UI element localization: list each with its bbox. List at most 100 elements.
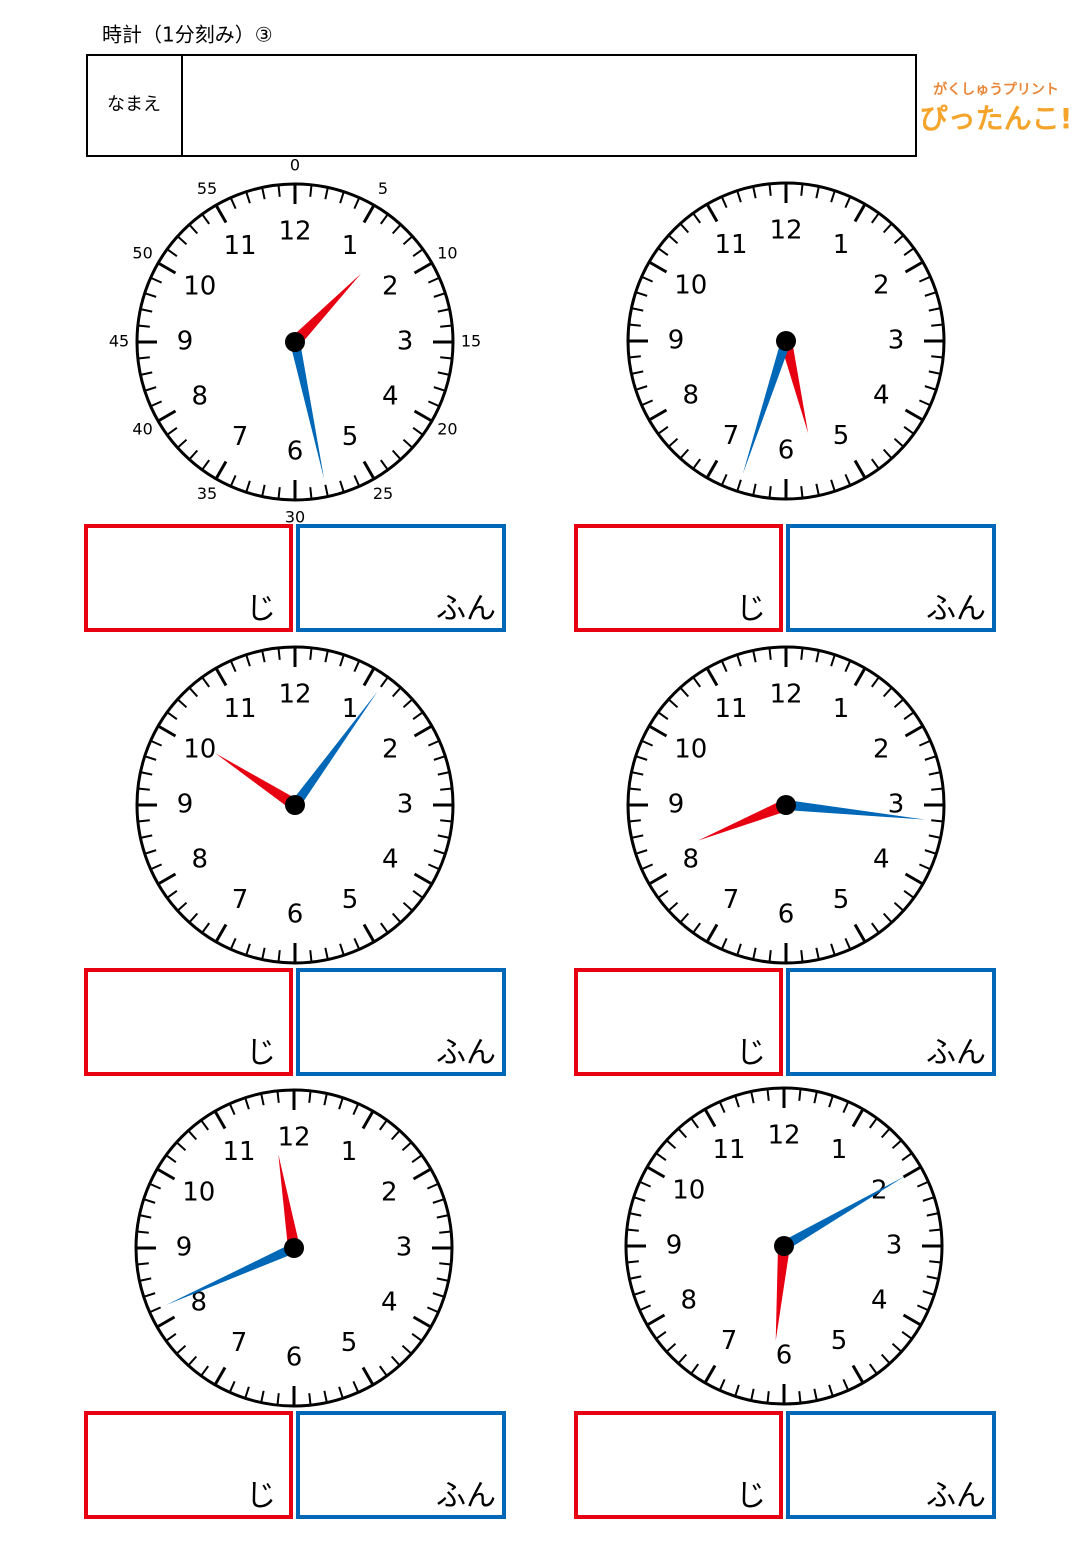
clock-tick: [261, 947, 266, 960]
clock-tick: [427, 739, 440, 747]
dial-number: 1: [833, 694, 850, 724]
clock-tick: [768, 183, 772, 196]
clock-tick: [851, 1364, 865, 1384]
clock-tick: [437, 771, 450, 776]
clock-tick: [176, 438, 188, 449]
clock-tick: [413, 872, 433, 886]
clock-tick: [904, 260, 924, 274]
dial-number: 12: [278, 217, 311, 247]
clock-tick: [677, 1127, 688, 1139]
clock-tick: [665, 1342, 677, 1353]
clock-tick: [752, 947, 757, 960]
clock-tick: [380, 922, 389, 934]
dial-number: 6: [287, 900, 304, 930]
clock-tick: [893, 234, 905, 245]
clock-tick: [633, 1290, 646, 1296]
dial-number: 2: [382, 735, 399, 765]
clock-tick: [137, 787, 150, 791]
clock-tick: [353, 937, 361, 950]
clock-tick: [324, 187, 329, 200]
clock-tick: [844, 937, 852, 950]
clock-tick: [768, 647, 772, 660]
clock-tick: [276, 1090, 280, 1103]
clock-tick: [924, 755, 937, 761]
dial-number: 9: [666, 1231, 683, 1261]
clock-tick: [261, 187, 266, 200]
minute-label: 5: [378, 179, 388, 198]
hour-answer-box: [84, 524, 293, 632]
clock-tick: [844, 660, 852, 673]
clock-tick: [904, 724, 924, 738]
dial-number: 7: [232, 422, 249, 452]
clock-tick: [176, 698, 188, 709]
clock-tick: [901, 1152, 913, 1161]
clock-tick: [427, 276, 440, 284]
clock-tick: [635, 291, 648, 297]
clock-tick: [869, 1117, 878, 1129]
dial-number: 7: [721, 1326, 738, 1356]
clock-tick: [657, 426, 669, 435]
minute-answer-box: [296, 524, 506, 632]
clock-tick: [324, 947, 329, 960]
dial-number: 12: [769, 680, 802, 710]
clock-tick: [440, 819, 453, 823]
dial-number: 3: [396, 1233, 413, 1263]
clock-tick: [692, 458, 701, 470]
clock-tick: [916, 1180, 929, 1188]
clock-tick: [655, 1331, 667, 1340]
clock-tick: [245, 191, 251, 204]
clock-tick: [277, 487, 281, 500]
clock-tick: [412, 711, 424, 720]
clock-tick: [677, 1353, 688, 1365]
minute-label: 35: [197, 484, 217, 503]
clock-tick: [815, 186, 820, 199]
minute-unit: ふん: [436, 592, 496, 627]
dial-number: 8: [682, 845, 699, 875]
minute-unit: ふん: [436, 1036, 496, 1071]
clock-tick: [736, 943, 742, 956]
dial-number: 2: [873, 271, 890, 301]
clock-tick: [648, 872, 668, 886]
clock-tick: [140, 771, 153, 776]
clock-tick: [692, 676, 701, 688]
clock-tick: [705, 203, 719, 223]
dial-number: 11: [712, 1135, 745, 1165]
dial-number: 7: [232, 885, 249, 915]
clock-tick: [718, 1101, 726, 1114]
clock-tick: [187, 1129, 198, 1141]
clock-tick: [440, 324, 453, 328]
clock-tick: [433, 755, 446, 761]
clock-tick: [871, 212, 880, 224]
clock-tick: [201, 676, 210, 688]
dial-number: 1: [341, 1137, 358, 1167]
clock-tick: [626, 1228, 639, 1232]
clock-tick: [703, 1364, 717, 1384]
dial-number: 5: [341, 1328, 358, 1358]
clock-tick: [813, 1388, 818, 1401]
clock-tick: [339, 191, 345, 204]
clock-tick: [144, 849, 157, 855]
minute-hand: [166, 1243, 297, 1305]
dial-number: 6: [287, 437, 304, 467]
clock-tick: [752, 650, 757, 663]
clock-tick: [629, 1212, 642, 1217]
clock-tick: [639, 1180, 652, 1188]
minute-label: 10: [437, 244, 457, 263]
clock-tick: [648, 260, 668, 274]
clock-tick: [679, 912, 690, 924]
minute-label: 20: [437, 420, 457, 439]
clock-tick: [353, 474, 361, 487]
clock-tick: [214, 460, 228, 480]
clock-tick: [766, 1391, 770, 1404]
logo-tagline: がくしゅうプリント: [933, 81, 1059, 98]
dial-number: 6: [286, 1343, 303, 1373]
clock-tick: [734, 1384, 740, 1397]
clock-tick: [736, 479, 742, 492]
clock-tick: [143, 1198, 156, 1204]
clock-tick: [667, 234, 679, 245]
clock-tick: [245, 654, 251, 667]
clock-tick: [143, 1292, 156, 1298]
dial-number: 3: [888, 790, 905, 820]
clock-tick: [813, 1091, 818, 1104]
dial-number: 2: [381, 1178, 398, 1208]
